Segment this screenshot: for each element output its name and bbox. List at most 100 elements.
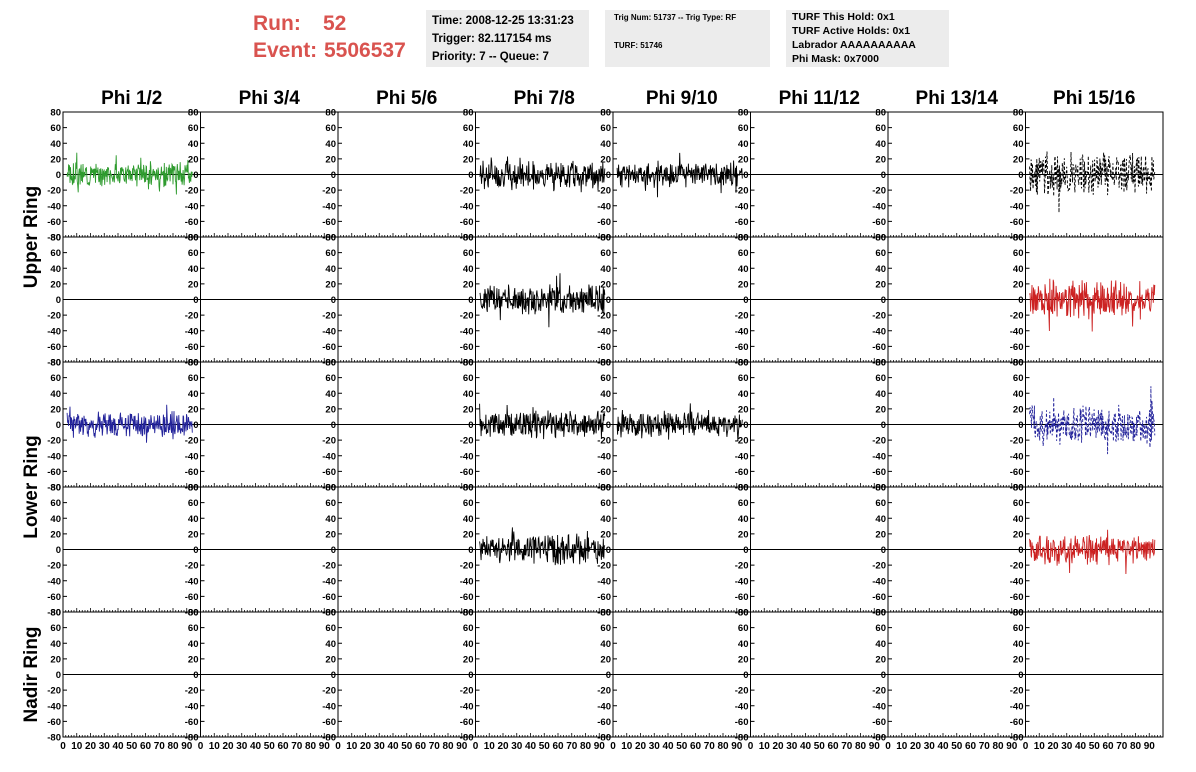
y-tick-label: 40 (50, 139, 61, 150)
y-tick-label: 60 (188, 623, 199, 634)
y-tick-label: -80 (47, 483, 61, 494)
y-tick-label: 0 (606, 545, 611, 556)
y-tick-label: 20 (875, 154, 886, 165)
x-tick-label: 30 (374, 741, 386, 752)
y-tick-label: -20 (47, 311, 61, 322)
y-tick-label: -20 (597, 436, 611, 447)
y-tick-label: -20 (872, 561, 886, 572)
y-tick-label: -80 (735, 233, 749, 244)
waveform-trace (1029, 278, 1156, 332)
y-tick-label: -60 (872, 717, 886, 728)
y-tick-label: -40 (872, 576, 886, 587)
x-tick-label: 90 (869, 741, 881, 752)
y-tick-label: 60 (600, 248, 611, 259)
y-tick-label: -40 (185, 201, 199, 212)
y-tick-label: 80 (188, 483, 199, 494)
y-tick-label: -60 (597, 592, 611, 603)
y-tick-label: 0 (743, 670, 748, 681)
column-title: Phi 1/2 (101, 88, 162, 109)
y-tick-label: 40 (463, 139, 474, 150)
y-tick-label: 60 (463, 248, 474, 259)
y-tick-label: -20 (597, 311, 611, 322)
x-tick-label: 80 (305, 741, 317, 752)
y-tick-label: -60 (322, 467, 336, 478)
x-tick-label: 30 (99, 741, 111, 752)
y-tick-label: 20 (738, 529, 749, 540)
y-tick-label: 40 (188, 264, 199, 275)
x-tick-label: 60 (277, 741, 289, 752)
x-tick-label: 80 (167, 741, 179, 752)
x-tick-label: 60 (552, 741, 564, 752)
turf-this-hold-text: TURF This Hold: 0x1 (792, 11, 895, 23)
x-tick-label: 40 (525, 741, 537, 752)
y-tick-label: 80 (325, 608, 336, 619)
y-tick-label: 0 (468, 670, 473, 681)
y-tick-label: 0 (193, 670, 198, 681)
y-tick-label: 80 (1013, 358, 1024, 369)
y-tick-label: 40 (188, 514, 199, 525)
y-tick-label: -20 (735, 311, 749, 322)
y-tick-label: -20 (460, 686, 474, 697)
x-tick-label: 0 (1023, 741, 1029, 752)
y-tick-label: -80 (597, 608, 611, 619)
y-tick-label: -80 (47, 233, 61, 244)
y-tick-label: -40 (460, 576, 474, 587)
priority-text: Priority: 7 -- Queue: 7 (432, 51, 549, 63)
y-tick-label: -80 (1010, 233, 1024, 244)
y-tick-label: 80 (875, 483, 886, 494)
y-tick-label: -80 (597, 733, 611, 744)
y-tick-label: 20 (463, 154, 474, 165)
phi-mask-text: Phi Mask: 0x7000 (792, 53, 879, 65)
y-tick-label: -60 (47, 717, 61, 728)
y-tick-label: 60 (463, 123, 474, 134)
waveform-trace (479, 273, 606, 328)
y-tick-label: -40 (460, 451, 474, 462)
y-tick-label: 80 (738, 233, 749, 244)
y-tick-label: -20 (872, 311, 886, 322)
y-tick-label: 40 (1013, 639, 1024, 650)
y-tick-label: 40 (325, 139, 336, 150)
y-tick-label: 80 (50, 233, 61, 244)
y-tick-label: -60 (597, 342, 611, 353)
y-tick-label: -60 (597, 467, 611, 478)
y-tick-label: -40 (185, 576, 199, 587)
y-tick-label: 40 (600, 639, 611, 650)
y-tick-label: -80 (185, 233, 199, 244)
y-tick-label: 40 (188, 389, 199, 400)
x-tick-label: 0 (198, 741, 204, 752)
y-tick-label: 20 (325, 154, 336, 165)
y-tick-label: 80 (325, 108, 336, 119)
y-tick-label: 0 (331, 295, 336, 306)
y-tick-label: 60 (600, 373, 611, 384)
y-tick-label: -40 (597, 576, 611, 587)
y-tick-label: -60 (1010, 467, 1024, 478)
x-tick-label: 90 (1006, 741, 1018, 752)
x-tick-label: 50 (814, 741, 826, 752)
y-tick-label: 60 (50, 373, 61, 384)
y-tick-label: -20 (460, 311, 474, 322)
y-tick-label: 20 (463, 529, 474, 540)
y-tick-label: -40 (1010, 576, 1024, 587)
y-tick-label: 40 (463, 389, 474, 400)
y-tick-label: 80 (600, 108, 611, 119)
y-tick-label: 60 (50, 498, 61, 509)
y-tick-label: -80 (322, 608, 336, 619)
y-tick-label: 20 (325, 279, 336, 290)
column-title: Phi 15/16 (1053, 88, 1135, 109)
y-tick-label: -20 (1010, 686, 1024, 697)
y-tick-label: -20 (47, 186, 61, 197)
y-tick-label: -60 (185, 592, 199, 603)
y-tick-label: -80 (735, 733, 749, 744)
x-tick-label: 20 (85, 741, 97, 752)
y-tick-label: 0 (56, 545, 61, 556)
y-tick-label: 80 (325, 358, 336, 369)
y-tick-label: -80 (872, 233, 886, 244)
y-tick-label: -60 (322, 717, 336, 728)
y-tick-label: -40 (47, 701, 61, 712)
x-tick-label: 70 (291, 741, 303, 752)
y-tick-label: -60 (460, 217, 474, 228)
y-tick-label: 20 (50, 654, 61, 665)
y-tick-label: -40 (597, 326, 611, 337)
y-tick-label: 40 (738, 514, 749, 525)
